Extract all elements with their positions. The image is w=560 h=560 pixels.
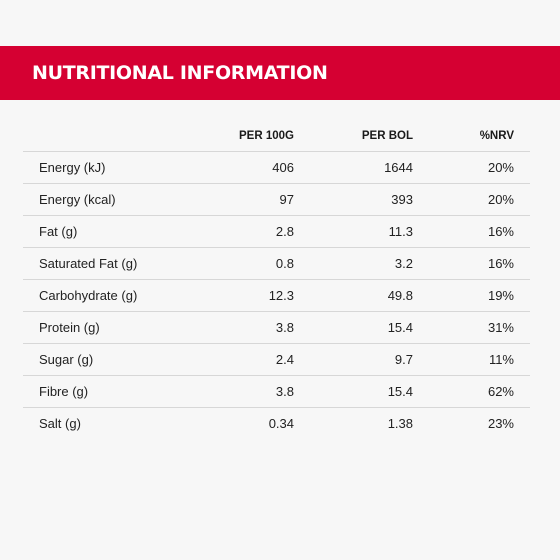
header-banner: NUTRITIONAL INFORMATION	[0, 46, 560, 100]
table-row: Energy (kcal) 97 393 20%	[23, 183, 530, 216]
nrv-value: 11%	[413, 343, 530, 376]
per-100g-value: 12.3	[185, 279, 294, 312]
column-header-nrv: %NRV	[413, 120, 530, 152]
column-header-per-bol: PER BOL	[294, 120, 413, 152]
table-row: Sugar (g) 2.4 9.7 11%	[23, 343, 530, 376]
nutrient-name: Fat (g)	[23, 215, 185, 248]
nrv-value: 16%	[413, 215, 530, 248]
nutrient-name: Sugar (g)	[23, 343, 185, 376]
per-100g-value: 3.8	[185, 311, 294, 344]
per-bol-value: 15.4	[294, 311, 413, 344]
per-bol-value: 3.2	[294, 247, 413, 280]
nutrient-name: Energy (kJ)	[23, 151, 185, 184]
nutrient-name: Saturated Fat (g)	[23, 247, 185, 280]
per-100g-value: 2.8	[185, 215, 294, 248]
per-bol-value: 49.8	[294, 279, 413, 312]
table-row: Fibre (g) 3.8 15.4 62%	[23, 375, 530, 408]
column-header-nutrient	[23, 120, 185, 152]
per-100g-value: 2.4	[185, 343, 294, 376]
column-header-per-100g: PER 100G	[185, 120, 294, 152]
per-100g-value: 406	[185, 151, 294, 184]
per-100g-value: 0.8	[185, 247, 294, 280]
per-bol-value: 11.3	[294, 215, 413, 248]
table-row: Energy (kJ) 406 1644 20%	[23, 151, 530, 184]
per-100g-value: 3.8	[185, 375, 294, 408]
per-bol-value: 393	[294, 183, 413, 216]
nrv-value: 19%	[413, 279, 530, 312]
table-row: Protein (g) 3.8 15.4 31%	[23, 311, 530, 344]
nrv-value: 62%	[413, 375, 530, 408]
nrv-value: 31%	[413, 311, 530, 344]
page-title: NUTRITIONAL INFORMATION	[32, 62, 328, 84]
table-row: Salt (g) 0.34 1.38 23%	[23, 408, 530, 440]
nutrient-name: Fibre (g)	[23, 375, 185, 408]
per-bol-value: 9.7	[294, 343, 413, 376]
nrv-value: 16%	[413, 247, 530, 280]
nutrient-name: Salt (g)	[39, 416, 81, 431]
per-100g-value: 97	[185, 183, 294, 216]
per-bol-value: 15.4	[294, 375, 413, 408]
nrv-value: 23%	[487, 416, 514, 431]
table-row: Fat (g) 2.8 11.3 16%	[23, 215, 530, 248]
table-header-row: PER 100G PER BOL %NRV	[23, 120, 530, 152]
per-100g-value: 0.34	[268, 416, 294, 431]
nutrient-name: Carbohydrate (g)	[23, 279, 185, 312]
table-row: Saturated Fat (g) 0.8 3.2 16%	[23, 247, 530, 280]
per-bol-value: 1644	[294, 151, 413, 184]
table-row: Carbohydrate (g) 12.3 49.8 19%	[23, 279, 530, 312]
nutrient-name: Protein (g)	[23, 311, 185, 344]
nutrition-table-container: PER 100G PER BOL %NRV Energy (kJ) 406 16…	[23, 120, 530, 439]
nutrition-table: PER 100G PER BOL %NRV Energy (kJ) 406 16…	[23, 120, 530, 439]
nrv-value: 20%	[413, 183, 530, 216]
nrv-value: 20%	[413, 151, 530, 184]
per-bol-value: 1.38	[387, 416, 413, 431]
nutrient-name: Energy (kcal)	[23, 183, 185, 216]
